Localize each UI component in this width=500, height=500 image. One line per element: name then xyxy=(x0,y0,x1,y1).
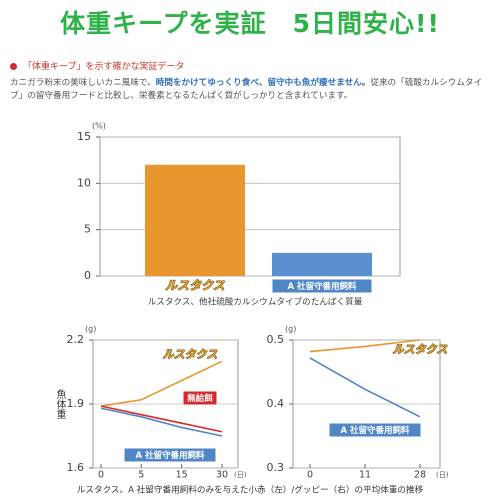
x-tick-label: 30 xyxy=(216,470,228,481)
x-tick-label: 15 xyxy=(176,470,188,481)
y-tick-label: 0 xyxy=(84,269,91,282)
y-unit: (g) xyxy=(285,325,296,334)
x-tick-label: 11 xyxy=(359,470,371,481)
logo-label: ルスタクス xyxy=(393,343,448,356)
intro-text: 従来の「硫酸カルシウムタイプ」の留守番用フードと比較し、栄養素となるたんぱく質が… xyxy=(10,78,483,101)
y-axis-label: 魚体重 xyxy=(54,388,66,419)
series-label: A 社留守番用飼料 xyxy=(340,425,410,436)
page-title: 体重キープを実証 5日間安心!! xyxy=(60,9,440,38)
chart-caption: ルスタクス、他社硫酸カルシウムタイプのたんぱく質量 xyxy=(148,296,363,308)
label-badge xyxy=(182,390,218,406)
bottom-caption: ルスタクス、A 社留守番用飼料のみを与えた小赤（左）/グッピー（右）の平均体重の… xyxy=(77,484,424,496)
y-tick-label: 0.4 xyxy=(267,397,285,410)
series-label: 無給餌 xyxy=(187,393,213,404)
y-unit: (%) xyxy=(92,122,106,131)
series-line xyxy=(100,360,223,407)
x-tick-label: 0 xyxy=(98,470,104,481)
x-unit: (日) xyxy=(436,471,449,479)
bar xyxy=(145,164,245,276)
x-tick-label: 28 xyxy=(414,470,426,481)
y-tick-label: 5 xyxy=(84,223,91,236)
bullet xyxy=(10,63,17,70)
series-label: A 社留守番用飼料 xyxy=(135,450,205,461)
x-tick-label: 5 xyxy=(138,470,144,481)
y-tick-label: 1.6 xyxy=(67,461,85,474)
label-badge xyxy=(328,422,422,438)
label-badge xyxy=(123,447,217,463)
section-heading: 「体重キープ」を示す確かな実証データ xyxy=(10,59,184,72)
intro-text: カニガラ粉末の美味しいカニ風味で、 xyxy=(10,78,156,88)
y-tick-label: 0.5 xyxy=(267,333,285,346)
y-tick-label: 0.3 xyxy=(267,461,285,474)
series-line xyxy=(100,407,223,437)
intro-emphasis: 時間をかけてゆっくり食べ、留守中も魚が痩せません。 xyxy=(155,78,371,88)
series-line xyxy=(309,339,421,353)
series-line xyxy=(309,357,421,418)
y-tick-label: 15 xyxy=(77,130,91,143)
x-unit: (日) xyxy=(234,471,247,479)
x-tick-label: 0 xyxy=(307,470,313,481)
heading-text: 「体重キープ」を示す確かな実証データ xyxy=(23,62,185,72)
label-badge xyxy=(271,278,373,294)
series-line xyxy=(100,405,223,433)
intro: カニガラ粉末の美味しいカニ風味で、時間をかけてゆっくり食べ、留守中も魚が痩せませ… xyxy=(10,77,492,103)
logo-label: ルスタクス xyxy=(163,348,218,361)
logo-label: ルスタクス xyxy=(165,279,225,293)
bar xyxy=(272,252,372,276)
y-tick-label: 1.9 xyxy=(67,397,85,410)
y-tick-label: 2.2 xyxy=(67,333,85,346)
y-tick-label: 10 xyxy=(77,176,91,189)
series-label: A 社留守番用飼料 xyxy=(287,281,357,292)
y-unit: (g) xyxy=(85,325,96,334)
